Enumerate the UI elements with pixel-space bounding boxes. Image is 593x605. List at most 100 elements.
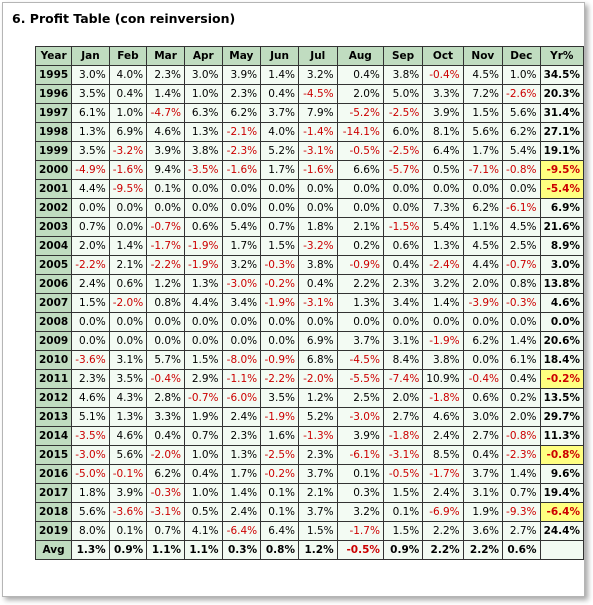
year-cell: 2016: [34, 464, 73, 484]
year-cell: 2014: [34, 426, 73, 446]
column-header: Apr: [184, 46, 223, 66]
month-cell: 3.8%: [422, 350, 464, 370]
month-cell: 3.7%: [297, 502, 338, 522]
column-header: Jul: [297, 46, 338, 66]
month-cell: -4.5%: [297, 84, 338, 104]
yearly-total-cell: -0.2%: [539, 369, 584, 389]
table-row: 1995 3.0% 4.0% 2.3% 3.0% 3.9% 1.4% 3.2% 0.4% 3.8%…: [34, 65, 584, 85]
month-cell: 0.1%: [260, 483, 299, 503]
month-cell: -7.1%: [462, 160, 504, 180]
month-cell: 0.0%: [71, 312, 110, 332]
month-cell: -2.3%: [502, 445, 541, 465]
month-cell: -6.4%: [221, 521, 262, 541]
month-cell: 1.0%: [184, 84, 223, 104]
month-cell: -3.1%: [146, 502, 186, 522]
month-cell: 5.6%: [108, 445, 148, 465]
yearly-total-cell: 34.5%: [539, 65, 584, 85]
yearly-total-cell: 27.1%: [539, 122, 584, 142]
month-cell: -0.4%: [462, 369, 504, 389]
month-cell: 0.8%: [502, 274, 541, 294]
month-cell: 0.0%: [221, 179, 262, 199]
month-cell: 2.3%: [382, 274, 424, 294]
yearly-total-cell: 13.8%: [539, 274, 584, 294]
month-cell: 0.6%: [382, 236, 424, 256]
year-cell: 2019: [34, 521, 73, 541]
month-cell: 5.4%: [502, 141, 541, 161]
month-cell: 2.7%: [502, 521, 541, 541]
month-cell: -6.1%: [502, 198, 541, 218]
year-cell: 1997: [34, 103, 73, 123]
month-cell: -1.9%: [422, 331, 464, 351]
month-cell: -3.5%: [184, 160, 223, 180]
month-cell: -0.9%: [260, 350, 299, 370]
month-cell: 1.3%: [184, 122, 223, 142]
month-cell: 1.7%: [221, 464, 262, 484]
month-cell: 0.7%: [502, 483, 541, 503]
month-cell: 1.9%: [462, 502, 504, 522]
month-cell: 1.3%: [184, 274, 223, 294]
month-cell: -2.5%: [382, 141, 424, 161]
month-cell: -2.2%: [71, 255, 110, 275]
table-row: 2018 5.6% -3.6% -3.1% 0.5% 2.4% 0.1% 3.7% 3.2% 0.…: [34, 502, 584, 522]
month-cell: 3.5%: [260, 388, 299, 408]
month-cell: 5.2%: [260, 141, 299, 161]
column-header: Sep: [382, 46, 424, 66]
month-cell: 6.2%: [502, 122, 541, 142]
yearly-total-cell: 3.0%: [539, 255, 584, 275]
month-cell: 4.1%: [184, 521, 223, 541]
month-cell: 0.0%: [336, 198, 384, 218]
month-cell: 3.0%: [71, 65, 110, 85]
month-cell: -3.0%: [221, 274, 262, 294]
month-cell: -2.4%: [422, 255, 464, 275]
month-cell: 1.8%: [71, 483, 110, 503]
month-cell: 8.1%: [422, 122, 464, 142]
month-cell: -3.1%: [382, 445, 424, 465]
month-cell: 5.4%: [221, 217, 262, 237]
month-cell: 6.6%: [336, 160, 384, 180]
month-cell: 0.0%: [71, 198, 110, 218]
table-row: 2019 8.0% 0.1% 0.7% 4.1% -6.4% 6.4% 1.5% -1.7% 1.…: [34, 521, 584, 541]
table-row: 1996 3.5% 0.4% 1.4% 1.0% 2.3% 0.4% -4.5% 2.0% 5.0…: [34, 84, 584, 104]
month-cell: 0.1%: [146, 179, 186, 199]
month-cell: 1.3%: [71, 122, 110, 142]
table-body: 1995 3.0% 4.0% 2.3% 3.0% 3.9% 1.4% 3.2% 0.4% 3.8%…: [34, 65, 584, 560]
month-cell: 1.8%: [297, 217, 338, 237]
month-cell: 0.0%: [108, 331, 148, 351]
month-cell: -1.4%: [297, 122, 338, 142]
month-cell: -3.1%: [297, 293, 338, 313]
month-cell: -3.0%: [336, 407, 384, 427]
month-cell: 0.0%: [462, 350, 504, 370]
month-cell: -14.1%: [336, 122, 384, 142]
month-cell: 0.0%: [260, 198, 299, 218]
column-header: Mar: [146, 46, 186, 66]
month-cell: 10.9%: [422, 369, 464, 389]
month-cell: 3.9%: [336, 426, 384, 446]
month-cell: 1.3%: [108, 407, 148, 427]
month-cell: 5.0%: [382, 84, 424, 104]
month-cell: 1.4%: [146, 84, 186, 104]
month-cell: -8.0%: [221, 350, 262, 370]
month-cell: -5.0%: [71, 464, 110, 484]
month-cell: 6.1%: [502, 350, 541, 370]
month-cell: 8.5%: [422, 445, 464, 465]
month-cell: -1.7%: [146, 236, 186, 256]
month-cell: 0.7%: [260, 217, 299, 237]
month-cell: 0.0%: [221, 198, 262, 218]
month-cell: 6.8%: [297, 350, 338, 370]
month-cell: 1.3%: [422, 236, 464, 256]
month-cell: 3.3%: [146, 407, 186, 427]
month-cell: -7.4%: [382, 369, 424, 389]
column-header: Jun: [260, 46, 299, 66]
month-cell: 6.4%: [260, 521, 299, 541]
month-cell: 4.5%: [502, 217, 541, 237]
month-cell: -0.3%: [260, 255, 299, 275]
month-cell: 5.6%: [502, 103, 541, 123]
month-cell: 2.4%: [422, 426, 464, 446]
month-cell: 1.0%: [502, 65, 541, 85]
month-cell: 0.0%: [422, 179, 464, 199]
month-cell: -0.5%: [336, 141, 384, 161]
yearly-total-cell: 31.4%: [539, 103, 584, 123]
month-cell: -1.9%: [260, 293, 299, 313]
year-cell: 2015: [34, 445, 73, 465]
month-cell: 1.7%: [260, 160, 299, 180]
